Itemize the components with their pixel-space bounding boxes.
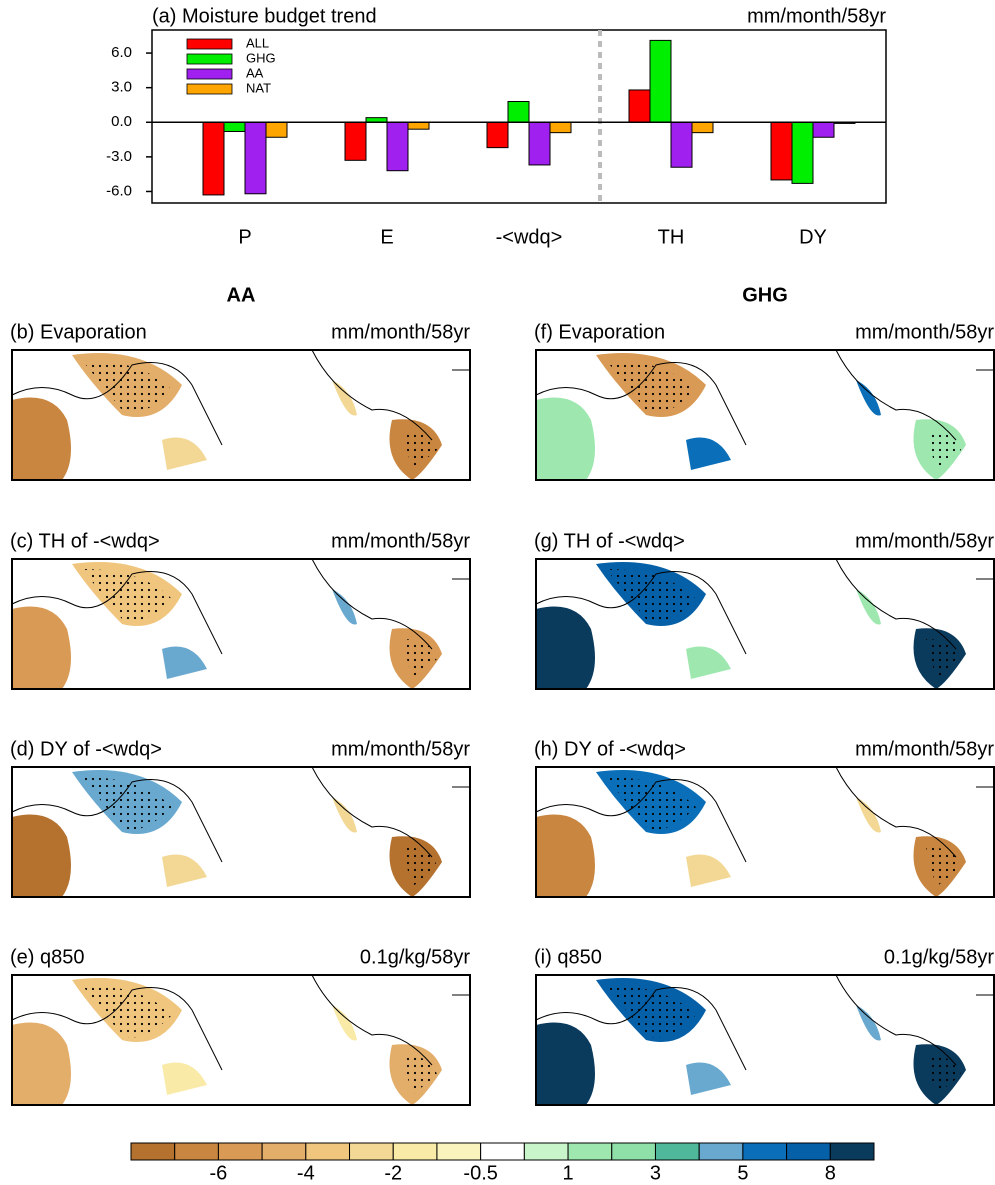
colorbar-label: 5 — [737, 1162, 748, 1184]
panel-units: mm/month/58yr — [855, 321, 994, 343]
colorbar-box — [306, 1143, 350, 1160]
colorbar-box — [655, 1143, 699, 1160]
bar — [345, 122, 366, 160]
y-tick-label: 0.0 — [111, 113, 132, 130]
bar — [203, 122, 224, 195]
colorbar-box — [262, 1143, 306, 1160]
colorbar-box — [568, 1143, 612, 1160]
colorbar-box — [524, 1143, 568, 1160]
colorbar-box — [350, 1143, 394, 1160]
colorbar-box — [437, 1143, 481, 1160]
colorbar-box — [787, 1143, 831, 1160]
chart-units: mm/month/58yr — [747, 5, 886, 27]
colorbar-label: -6 — [210, 1162, 228, 1184]
colorbar-box — [481, 1143, 525, 1160]
panel-units: mm/month/58yr — [855, 530, 994, 552]
panel-units: 0.1g/kg/58yr — [360, 946, 470, 968]
map — [536, 975, 994, 1105]
legend-swatch — [187, 84, 232, 94]
bar — [692, 122, 713, 132]
legend-label: NAT — [246, 80, 271, 95]
panel-title: (g) TH of -<wdq> — [534, 530, 685, 552]
colorbar-box — [743, 1143, 787, 1160]
map — [536, 559, 994, 689]
colorbar-label: 3 — [650, 1162, 661, 1184]
bar — [508, 102, 529, 123]
x-tick-label: E — [380, 226, 393, 248]
bar — [813, 122, 834, 137]
figure: (a) Moisture budget trend mm/month/58yr … — [0, 0, 995, 1185]
x-tick-label: -<wdq> — [496, 226, 563, 248]
panel-units: mm/month/58yr — [855, 738, 994, 760]
colorbar-box — [393, 1143, 437, 1160]
colorbar-box — [175, 1143, 219, 1160]
bar — [771, 122, 792, 180]
map — [12, 975, 470, 1105]
y-tick-label: -6.0 — [106, 182, 132, 199]
colorbar-box — [131, 1143, 175, 1160]
bar — [650, 40, 671, 122]
x-tick-label: TH — [658, 226, 685, 248]
bar — [487, 122, 508, 147]
panel-units: mm/month/58yr — [331, 738, 470, 760]
map — [12, 767, 470, 897]
panel-units: mm/month/58yr — [331, 321, 470, 343]
panel-title: (b) Evaporation — [10, 321, 147, 343]
legend-label: GHG — [246, 50, 276, 65]
colorbar-box — [612, 1143, 656, 1160]
bar — [245, 122, 266, 194]
legend-swatch — [187, 54, 232, 64]
legend-swatch — [187, 69, 232, 79]
y-tick-label: 6.0 — [111, 44, 132, 61]
panel-title: (f) Evaporation — [534, 321, 665, 343]
colorbar-label: -2 — [384, 1162, 402, 1184]
panel-title: (d) DY of -<wdq> — [10, 738, 162, 760]
colorbar-box — [830, 1143, 874, 1160]
legend-label: AA — [246, 65, 264, 80]
panel-title: (c) TH of -<wdq> — [10, 530, 160, 552]
colorbar-label: 8 — [825, 1162, 836, 1184]
panel-title: (e) q850 — [10, 946, 85, 968]
x-tick-label: P — [238, 226, 251, 248]
bar — [792, 122, 813, 183]
map — [12, 350, 470, 480]
legend-swatch — [187, 39, 232, 49]
map — [12, 559, 470, 689]
y-tick-label: -3.0 — [106, 148, 132, 165]
panel-units: 0.1g/kg/58yr — [884, 946, 994, 968]
map — [536, 767, 994, 897]
panel-title: (i) q850 — [534, 946, 602, 968]
legend-label: ALL — [246, 35, 269, 50]
bar — [266, 122, 287, 137]
colorbar-label: 1 — [562, 1162, 573, 1184]
bar — [629, 90, 650, 122]
colorbar-label: -0.5 — [463, 1162, 497, 1184]
x-tick-label: DY — [799, 226, 827, 248]
bar — [224, 122, 245, 131]
colorbar-box — [218, 1143, 262, 1160]
colorbar-box — [699, 1143, 743, 1160]
bar — [671, 122, 692, 167]
y-tick-label: 3.0 — [111, 79, 132, 96]
panel-units: mm/month/58yr — [331, 530, 470, 552]
column-header: GHG — [742, 284, 788, 306]
bar — [550, 122, 571, 132]
column-header: AA — [227, 284, 256, 306]
panel-title: (h) DY of -<wdq> — [534, 738, 686, 760]
bar — [387, 122, 408, 170]
chart-title: (a) Moisture budget trend — [152, 5, 377, 27]
bar — [529, 122, 550, 165]
colorbar-label: -4 — [297, 1162, 315, 1184]
map — [536, 350, 994, 480]
bar — [408, 122, 429, 129]
